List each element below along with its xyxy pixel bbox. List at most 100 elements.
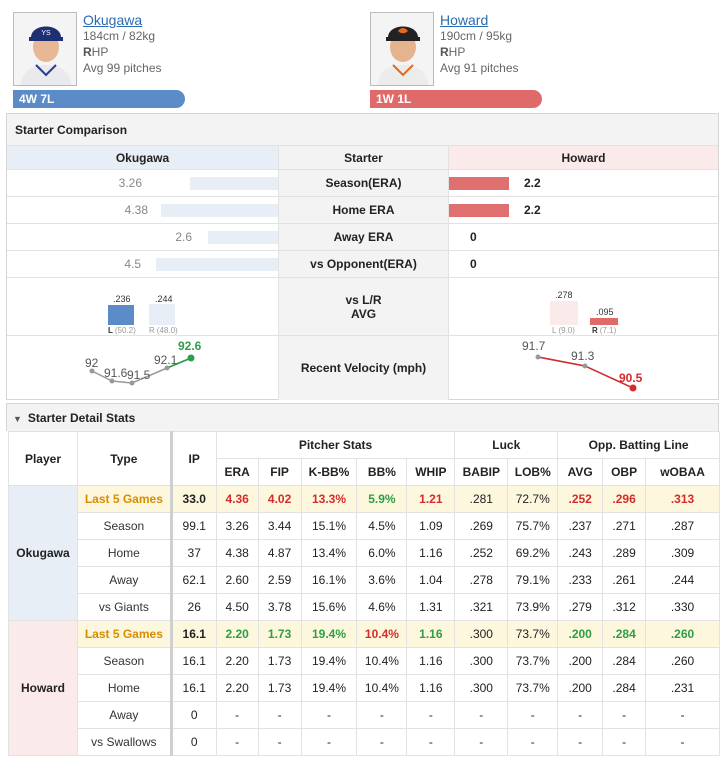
type-cell: Season (76, 647, 172, 675)
stat-cell: 3.78 (257, 593, 302, 621)
table-row: Season 99.1 3.26 3.44 15.1% 4.5% 1.09 .2… (9, 512, 720, 540)
stat-cell: .243 (557, 539, 604, 567)
table-row: vs Giants 26 4.50 3.78 15.6% 4.6% 1.31 .… (9, 593, 720, 621)
howard-bar (449, 204, 509, 217)
col-group-luck: Luck (454, 431, 559, 459)
col-header-avg: AVG (557, 458, 604, 486)
player-photo-okugawa: YS (13, 12, 77, 86)
comparison-row-label: vs Opponent(ERA) (278, 251, 449, 277)
stat-cell: 73.7% (507, 647, 559, 675)
stat-cell: - (454, 728, 509, 756)
stat-cell: - (454, 701, 509, 729)
stat-cell: 4.5% (356, 512, 408, 540)
type-cell: Season (76, 512, 172, 540)
stat-cell: - (557, 728, 604, 756)
comparison-left-cell: 3.26 (7, 170, 278, 196)
okugawa-value: 4.38 (124, 203, 148, 217)
stat-cell: .300 (454, 647, 509, 675)
stat-cell: 3.44 (257, 512, 302, 540)
stat-cell: 15.6% (300, 593, 358, 621)
stat-cell: 4.38 (215, 539, 259, 567)
okugawa-value: 2.6 (175, 230, 192, 244)
player-body-howard: 190cm / 95kg (440, 29, 513, 43)
stat-cell: 10.4% (356, 620, 408, 648)
detail-stats-toggle[interactable]: ▼ Starter Detail Stats (6, 403, 719, 431)
howard-split-chart: .278 .095 L (9.0) R (7.1) (449, 278, 718, 335)
col-group-pitcher-stats: Pitcher Stats (215, 431, 456, 459)
stat-cell: 1.04 (406, 566, 456, 594)
col-header-babip: BABIP (454, 458, 509, 486)
record-bar-okugawa: 4W 7L (13, 90, 185, 108)
col-header-type: Type (76, 431, 172, 486)
okugawa-r-bar (149, 304, 175, 325)
col-header-k-bb: K-BB% (300, 458, 358, 486)
howard-r-caption: R (7.1) (592, 326, 617, 335)
ip-cell: 16.1 (169, 647, 217, 675)
stat-cell: 3.6% (356, 566, 408, 594)
stat-cell: 72.7% (507, 485, 559, 513)
howard-value: 2.2 (524, 203, 541, 217)
stat-cell: .233 (557, 566, 604, 594)
type-cell: vs Giants (76, 593, 172, 621)
stat-cell: .296 (602, 485, 647, 513)
table-row: Home 37 4.38 4.87 13.4% 6.0% 1.16 .252 6… (9, 539, 720, 567)
comparison-header-mid: Starter (278, 146, 449, 169)
howard-l-caption: L (9.0) (552, 326, 575, 335)
stat-cell: .200 (557, 674, 604, 702)
comparison-row-label: Away ERA (278, 224, 449, 250)
comparison-left-cell: 2.6 (7, 224, 278, 250)
stat-cell: - (602, 701, 647, 729)
stat-cell: 6.0% (356, 539, 408, 567)
table-row: Away 0 - - - - - - - - - - (9, 701, 720, 729)
stat-cell: - (557, 701, 604, 729)
howard-value: 2.2 (524, 176, 541, 190)
record-bar-howard: 1W 1L (370, 90, 542, 108)
stat-cell: 10.4% (356, 647, 408, 675)
stat-cell: - (645, 701, 720, 729)
player-name-link-howard[interactable]: Howard (440, 12, 489, 28)
stat-cell: .330 (645, 593, 720, 621)
okugawa-r-caption: R (48.0) (149, 326, 178, 335)
stat-cell: 73.7% (507, 674, 559, 702)
stat-cell: .244 (645, 566, 720, 594)
stat-cell: 2.60 (215, 566, 259, 594)
stat-cell: 19.4% (300, 647, 358, 675)
stat-cell: .231 (645, 674, 720, 702)
table-header-row: Player Type IP Pitcher Stats Luck Opp. B… (8, 431, 720, 486)
stat-cell: - (257, 701, 302, 729)
stat-cell: - (406, 728, 456, 756)
howard-velocity-chart: 91.7 91.3 90.5 (449, 336, 718, 400)
stat-cell: - (300, 701, 358, 729)
stat-cell: .279 (557, 593, 604, 621)
player-cell-okugawa: Okugawa (8, 485, 78, 621)
stat-cell: 1.16 (406, 620, 456, 648)
type-cell: Away (76, 701, 172, 729)
ip-cell: 37 (169, 539, 217, 567)
stat-cell: - (300, 728, 358, 756)
velocity-point (187, 354, 195, 362)
col-header-bb: BB% (356, 458, 408, 486)
stat-cell: .313 (645, 485, 720, 513)
stat-cell: 1.31 (406, 593, 456, 621)
stat-cell: .300 (454, 674, 509, 702)
ip-cell: 16.1 (169, 620, 217, 648)
howard-value: 0 (470, 257, 477, 271)
player-name-link-okugawa[interactable]: Okugawa (83, 12, 143, 28)
comparison-row-label: Season(ERA) (278, 170, 449, 196)
stat-cell: 1.16 (406, 539, 456, 567)
stat-cell: .200 (557, 647, 604, 675)
stat-cell: 4.6% (356, 593, 408, 621)
stat-cell: .300 (454, 620, 509, 648)
col-header-fip: FIP (257, 458, 302, 486)
stat-cell: .289 (602, 539, 647, 567)
velocity-label: 91.6 (104, 366, 128, 380)
stat-cell: - (507, 728, 559, 756)
okugawa-bar (156, 258, 278, 271)
stat-cell: 69.2% (507, 539, 559, 567)
col-header-player: Player (8, 431, 78, 486)
col-group-opp-batting: Opp. Batting Line (557, 431, 720, 459)
ip-cell: 0 (169, 701, 217, 729)
ip-cell: 62.1 (169, 566, 217, 594)
stat-cell: - (356, 701, 408, 729)
howard-bar (449, 177, 509, 190)
